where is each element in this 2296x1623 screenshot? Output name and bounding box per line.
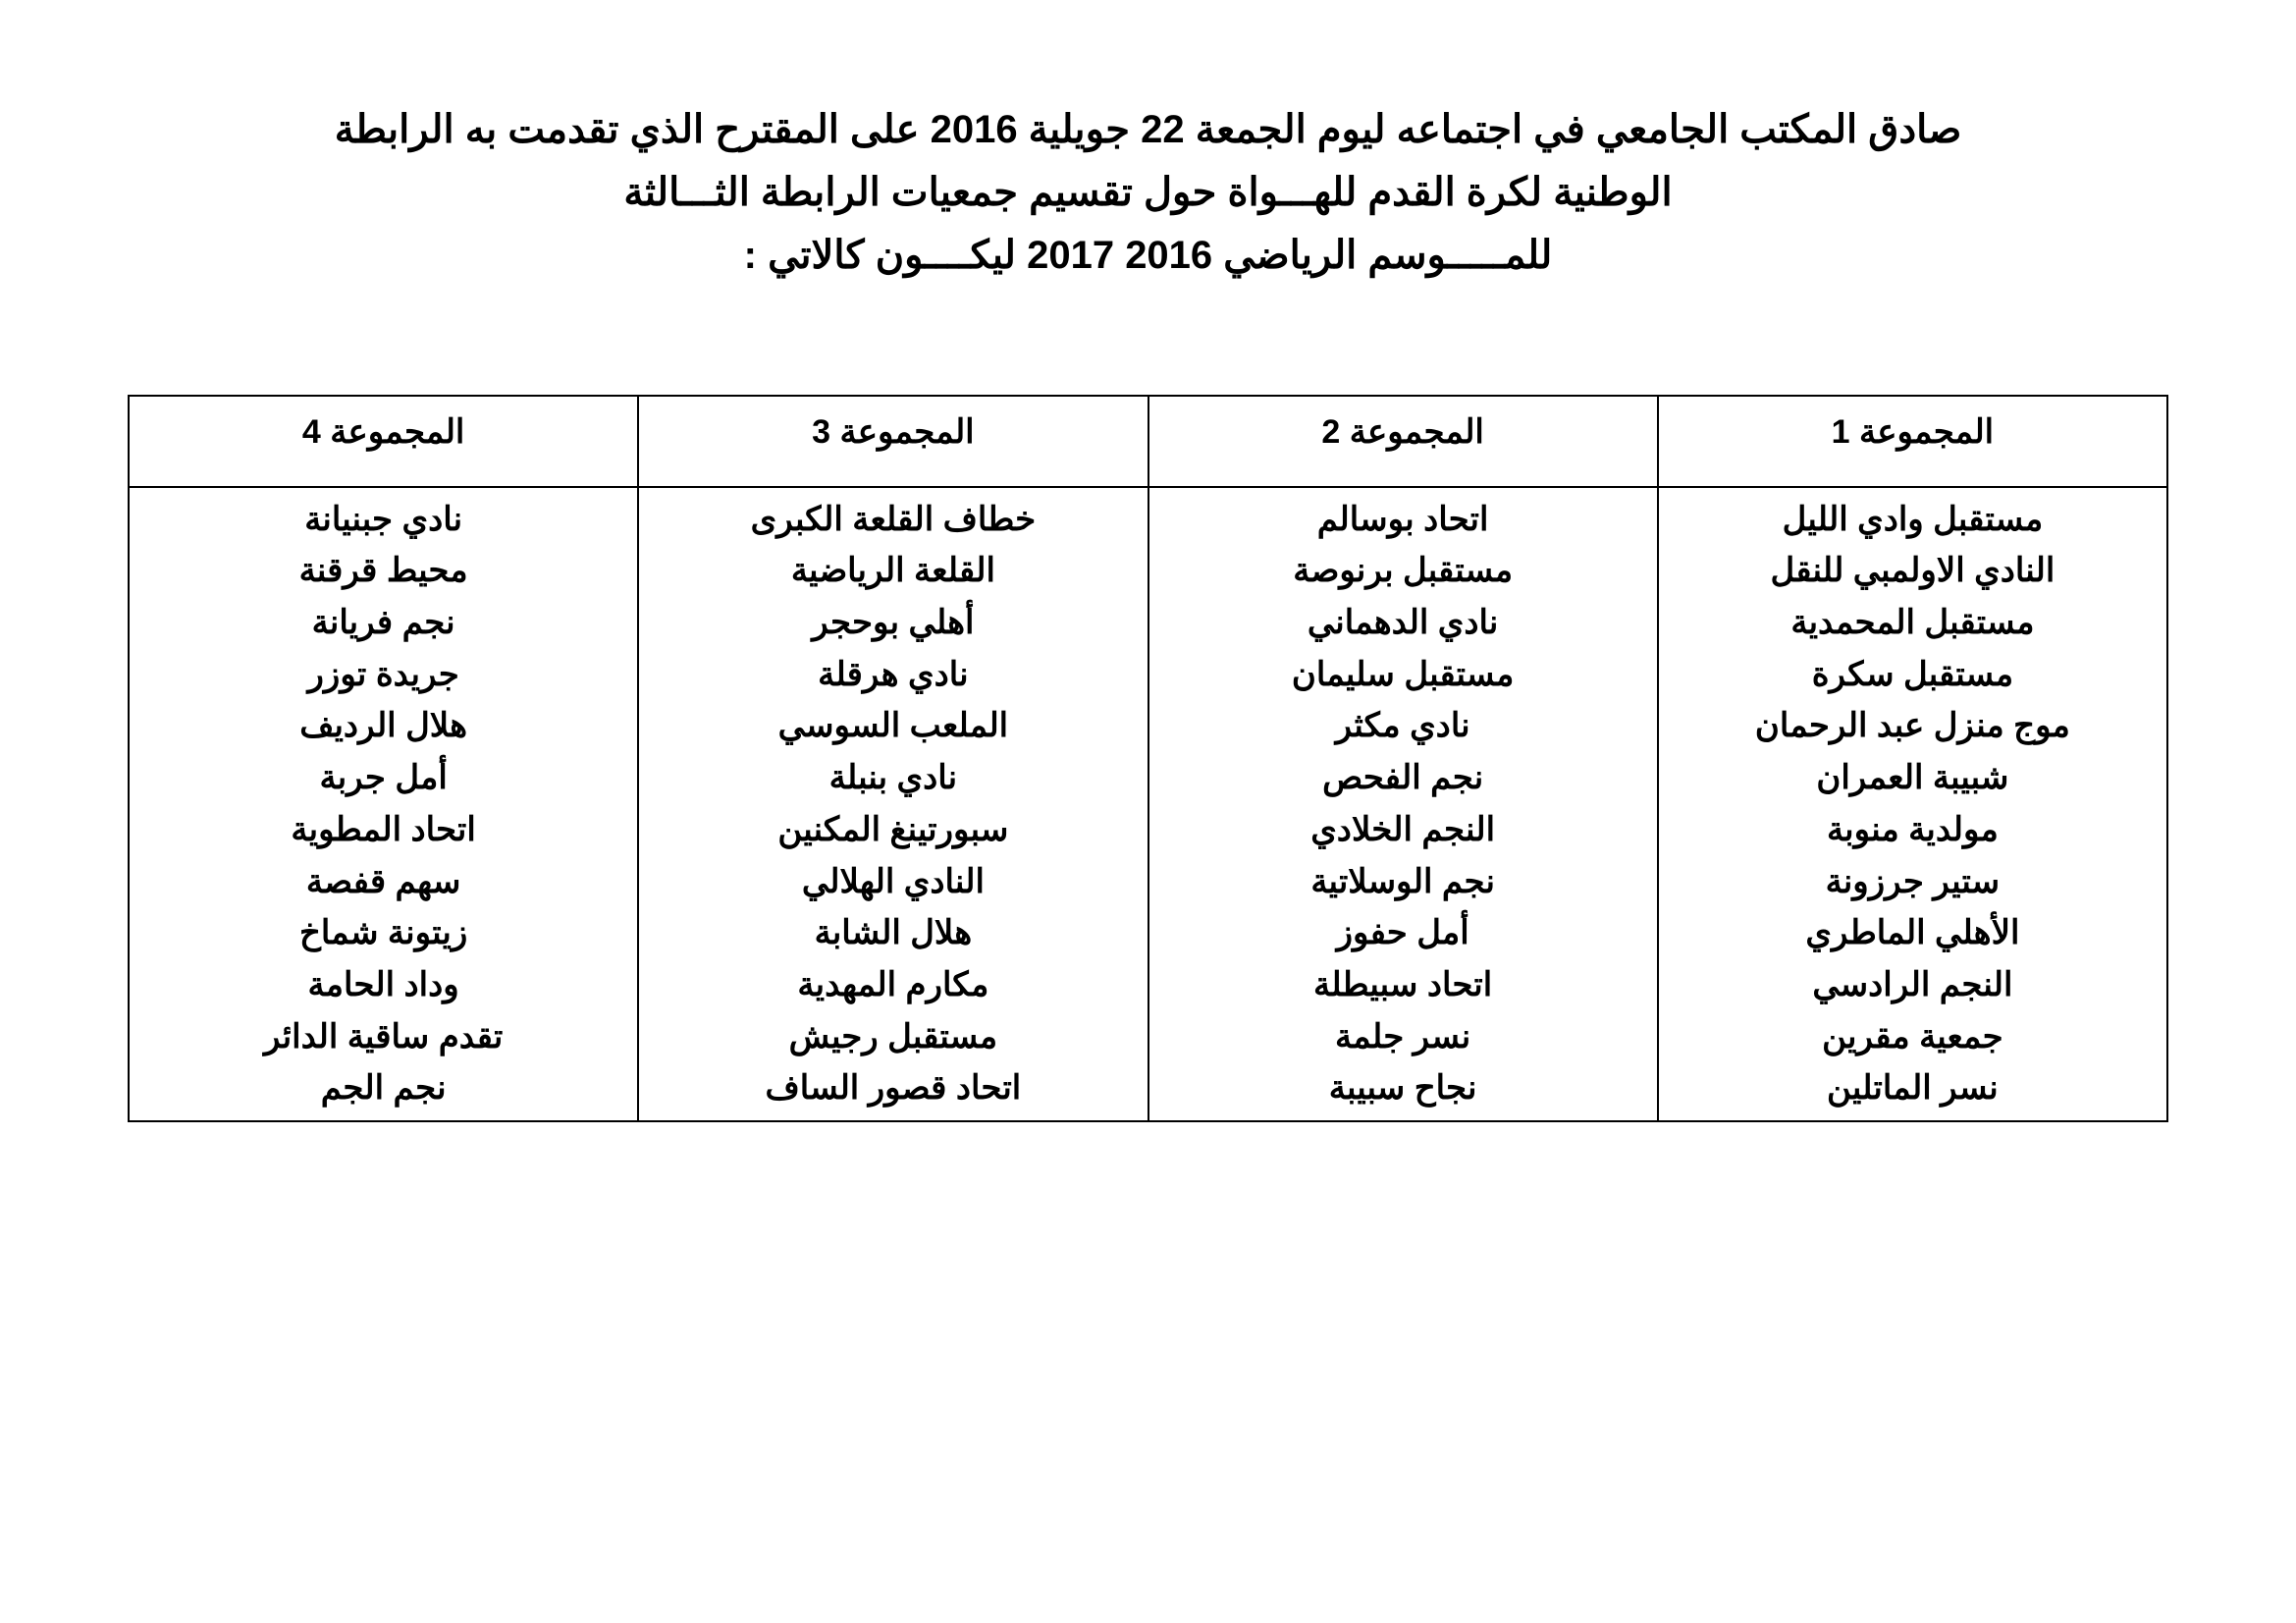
team-item: مستقبل وادي الليل bbox=[1783, 494, 2044, 546]
team-item: موج منزل عبد الرحمان bbox=[1755, 700, 2070, 752]
team-item: مستقبل برنوصة bbox=[1293, 545, 1513, 597]
team-item: جريدة توزر bbox=[308, 649, 459, 701]
title-block: صادق المكتب الجامعي في اجتماعه ليوم الجم… bbox=[128, 98, 2168, 287]
team-item: نجم الجم bbox=[321, 1062, 447, 1114]
team-item: زيتونة شماخ bbox=[299, 907, 467, 959]
team-item: نادي جبنيانة bbox=[304, 494, 462, 546]
team-item: نجم الوسلاتية bbox=[1310, 856, 1495, 908]
table-header-row: المجموعة 1 المجموعة 2 المجموعة 3 المجموع… bbox=[129, 396, 2167, 487]
team-item: اتحاد بوسالم bbox=[1317, 494, 1489, 546]
group-3-cell: خطاف القلعة الكبرىالقلعة الرياضيةأهلي بو… bbox=[638, 487, 1148, 1121]
team-item: وداد الحامة bbox=[308, 959, 459, 1011]
team-item: اتحاد قصور الساف bbox=[766, 1062, 1022, 1114]
title-line-3: للمـــــوسم الرياضي 2016 2017 ليكــــون … bbox=[128, 224, 2168, 287]
team-item: أهلي بوحجر bbox=[812, 597, 974, 649]
team-item: هلال الشابة bbox=[815, 907, 973, 959]
team-item: اتحاد سبيطلة bbox=[1313, 959, 1492, 1011]
team-item: نجاح سبيبة bbox=[1329, 1062, 1477, 1114]
team-item: هلال الرديف bbox=[299, 700, 467, 752]
team-item: نجم فريانة bbox=[312, 597, 455, 649]
team-item: سهم قفصة bbox=[306, 856, 460, 908]
groups-table: المجموعة 1 المجموعة 2 المجموعة 3 المجموع… bbox=[128, 395, 2168, 1122]
col-header-4: المجموعة 4 bbox=[129, 396, 638, 487]
team-item: مكارم المهدية bbox=[797, 959, 988, 1011]
group-1-cell: مستقبل وادي الليلالنادي الاولمبي للنقلمس… bbox=[1658, 487, 2167, 1121]
team-item: الأهلي الماطري bbox=[1805, 907, 2019, 959]
team-item: أمل جربة bbox=[319, 752, 447, 804]
team-item: خطاف القلعة الكبرى bbox=[751, 494, 1037, 546]
col-header-3: المجموعة 3 bbox=[638, 396, 1148, 487]
team-item: نسر جلمة bbox=[1335, 1011, 1470, 1063]
team-item: نادي الدهماني bbox=[1308, 597, 1498, 649]
title-line-1: صادق المكتب الجامعي في اجتماعه ليوم الجم… bbox=[128, 98, 2168, 161]
team-item: نادي بنبلة bbox=[829, 752, 958, 804]
team-item: ستير جرزونة bbox=[1826, 856, 2001, 908]
team-item: النجم الرادسي bbox=[1812, 959, 2012, 1011]
team-item: سبورتينغ المكنين bbox=[777, 804, 1008, 856]
team-item: نادي مكثر bbox=[1336, 700, 1470, 752]
team-item: النجم الخلادي bbox=[1310, 804, 1495, 856]
team-item: نادي هرقلة bbox=[818, 649, 968, 701]
page: صادق المكتب الجامعي في اجتماعه ليوم الجم… bbox=[0, 0, 2296, 1122]
title-line-2: الوطنية لكرة القدم للهـــواة حول تقسيم ج… bbox=[128, 161, 2168, 224]
group-1-teams: مستقبل وادي الليلالنادي الاولمبي للنقلمس… bbox=[1667, 494, 2159, 1114]
team-item: مستقبل سليمان bbox=[1292, 649, 1514, 701]
team-item: النادي الهلالي bbox=[802, 856, 985, 908]
col-header-1: المجموعة 1 bbox=[1658, 396, 2167, 487]
group-4-teams: نادي جبنيانةمحيط قرقنةنجم فريانةجريدة تو… bbox=[137, 494, 629, 1114]
col-header-2: المجموعة 2 bbox=[1148, 396, 1658, 487]
group-2-cell: اتحاد بوسالممستقبل برنوصةنادي الدهمانيمس… bbox=[1148, 487, 1658, 1121]
team-item: محيط قرقنة bbox=[299, 545, 468, 597]
team-item: مستقبل سكرة bbox=[1812, 649, 2013, 701]
team-item: مستقبل المحمدية bbox=[1790, 597, 2034, 649]
team-item: القلعة الرياضية bbox=[791, 545, 995, 597]
team-item: تقدم ساقية الدائر bbox=[264, 1011, 503, 1063]
team-item: شبيبة العمران bbox=[1816, 752, 2008, 804]
team-item: أمل حفوز bbox=[1337, 907, 1469, 959]
team-item: النادي الاولمبي للنقل bbox=[1771, 545, 2056, 597]
group-4-cell: نادي جبنيانةمحيط قرقنةنجم فريانةجريدة تو… bbox=[129, 487, 638, 1121]
group-3-teams: خطاف القلعة الكبرىالقلعة الرياضيةأهلي بو… bbox=[647, 494, 1139, 1114]
table-body-row: مستقبل وادي الليلالنادي الاولمبي للنقلمس… bbox=[129, 487, 2167, 1121]
team-item: جمعية مقرين bbox=[1822, 1011, 2003, 1063]
team-item: نجم الفحص bbox=[1322, 752, 1483, 804]
team-item: الملعب السوسي bbox=[778, 700, 1008, 752]
team-item: مستقبل رجيش bbox=[789, 1011, 998, 1063]
team-item: نسر الماتلين bbox=[1827, 1062, 1999, 1114]
group-2-teams: اتحاد بوسالممستقبل برنوصةنادي الدهمانيمس… bbox=[1157, 494, 1649, 1114]
team-item: اتحاد المطوية bbox=[291, 804, 475, 856]
team-item: مولدية منوبة bbox=[1827, 804, 1999, 856]
